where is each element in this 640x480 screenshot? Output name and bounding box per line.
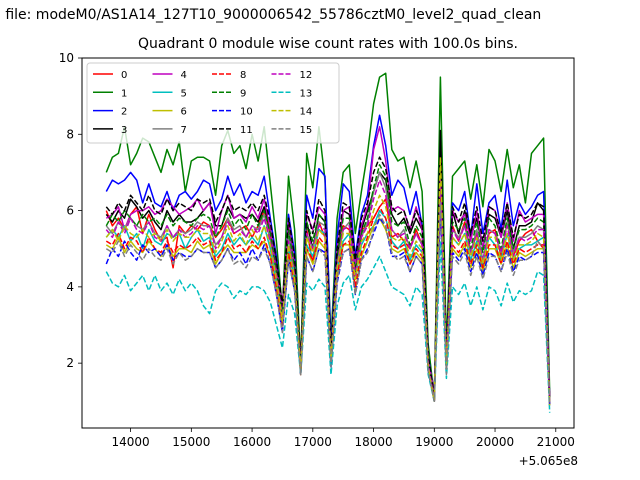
y-tick-label: 4 — [66, 280, 74, 294]
y-tick-label: 10 — [59, 51, 74, 65]
series-line-15 — [105, 202, 551, 406]
x-tick-label: 19000 — [415, 435, 453, 449]
legend-label-5: 5 — [181, 88, 187, 99]
legend-label-3: 3 — [121, 125, 127, 136]
x-tick-label: 15000 — [172, 435, 210, 449]
legend-label-1: 1 — [121, 88, 127, 99]
x-tick-label: 20000 — [476, 435, 514, 449]
legend-label-13: 13 — [300, 88, 313, 99]
legend-label-14: 14 — [300, 107, 313, 118]
figure-suptitle: n file: modeM0/AS1A14_127T10_9000006542_… — [0, 7, 542, 23]
x-tick-label: 18000 — [354, 435, 392, 449]
series-layer — [105, 72, 551, 413]
y-tick-label: 8 — [66, 127, 74, 141]
legend-label-11: 11 — [240, 125, 253, 136]
x-tick-label: 17000 — [294, 435, 332, 449]
y-tick-label: 2 — [66, 356, 74, 370]
chart-title: Quadrant 0 module wise count rates with … — [138, 36, 518, 52]
x-tick-label: 14000 — [111, 435, 149, 449]
series-line-13 — [105, 240, 551, 413]
legend-label-0: 0 — [121, 70, 127, 81]
series-line-14 — [105, 156, 551, 406]
legend-label-2: 2 — [121, 107, 127, 118]
series-line-9 — [105, 164, 551, 402]
legend-label-15: 15 — [300, 125, 313, 136]
series-line-10 — [105, 206, 551, 406]
x-tick-label: 16000 — [233, 435, 271, 449]
legend-label-12: 12 — [300, 70, 313, 81]
plot-area-frame — [81, 57, 575, 429]
legend-label-9: 9 — [240, 88, 246, 99]
legend-label-10: 10 — [240, 107, 253, 118]
legend-label-7: 7 — [181, 125, 187, 136]
legend-box — [86, 62, 340, 144]
y-tick-label: 6 — [66, 204, 74, 218]
x-axis-offset-label: +5.065e8 — [518, 454, 578, 468]
legend-label-8: 8 — [240, 70, 246, 81]
legend-label-4: 4 — [181, 70, 187, 81]
legend-label-6: 6 — [181, 107, 187, 118]
series-line-11 — [105, 141, 551, 402]
x-tick-label: 21000 — [537, 435, 575, 449]
series-line-2 — [105, 114, 551, 402]
y-axis: 2 4 6 8 10 — [59, 51, 82, 370]
x-axis: 14000 15000 16000 17000 18000 19000 20000 21000 — [111, 428, 575, 449]
series-line-12 — [105, 179, 551, 403]
